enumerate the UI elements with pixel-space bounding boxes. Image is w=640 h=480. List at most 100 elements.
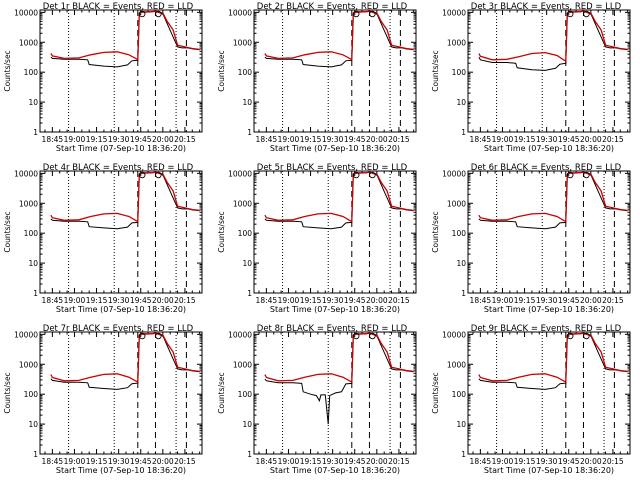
plot-frame (39, 331, 203, 455)
detector-plot-5: Det 5r BLACK = Events, RED = LLD 1 10 100 10… (217, 163, 417, 314)
x-axis-label: Start Time (07-Sep-10 18:36:20) (270, 466, 400, 475)
x-tick-label: 18:45 (470, 296, 492, 305)
y-tick-label: 100 (238, 229, 253, 238)
y-tick-label: 10000 (228, 8, 252, 17)
plot-title: Det 5r BLACK = Events, RED = LLD (257, 163, 408, 173)
y-axis-label: Counts/sec (3, 50, 12, 91)
saturation-marker (583, 332, 590, 340)
y-tick-label: 1 (461, 128, 466, 137)
lld-series-line (478, 171, 628, 223)
x-tick-label: 19:15 (86, 296, 108, 305)
x-tick-label: 18:45 (42, 135, 64, 144)
x-tick-label: 19:30 (536, 296, 558, 305)
y-tick-label: 10000 (14, 330, 38, 339)
y-tick-label: 10000 (442, 330, 466, 339)
x-axis-label: Start Time (07-Sep-10 18:36:20) (270, 144, 400, 153)
detector-plot-4: Det 4r BLACK = Events, RED = LLD 1 10 100 10… (3, 163, 203, 314)
saturation-marker (155, 332, 162, 340)
x-tick-label: 19:00 (64, 457, 86, 466)
saturation-marker (138, 332, 146, 340)
saturation-marker (138, 171, 146, 179)
events-series-line (264, 332, 414, 425)
x-axis-label: Start Time (07-Sep-10 18:36:20) (484, 466, 614, 475)
detector-plot-7: Det 7r BLACK = Events, RED = LLD 1 10 100 10… (3, 324, 203, 475)
x-axis-label: Start Time (07-Sep-10 18:36:20) (56, 466, 186, 475)
x-tick-label: 19:00 (492, 457, 514, 466)
lld-series-line (50, 10, 200, 61)
x-tick-label: 19:45 (558, 296, 580, 305)
detector-plot-2: Det 2r BLACK = Events, RED = LLD 1 10 100 10… (217, 2, 417, 153)
x-tick-label: 19:45 (130, 135, 152, 144)
y-tick-label: 1 (33, 128, 38, 137)
x-tick-label: 19:30 (322, 135, 344, 144)
y-tick-label: 10000 (228, 169, 252, 178)
y-tick-label: 10 (28, 420, 38, 429)
saturation-marker (352, 171, 360, 179)
y-tick-label: 1 (247, 289, 252, 298)
lld-series-line (50, 171, 200, 223)
plot-title: Det 9r BLACK = Events, RED = LLD (471, 324, 622, 334)
plot-title: Det 4r BLACK = Events, RED = LLD (43, 163, 194, 173)
x-tick-label: 20:00 (580, 457, 602, 466)
y-tick-label: 100 (452, 390, 467, 399)
x-tick-label: 19:45 (130, 457, 152, 466)
y-tick-label: 1 (247, 450, 252, 459)
y-axis-label: Counts/sec (217, 50, 226, 91)
detector-plot-1: Det 1r BLACK = Events, RED = LLD 1 10 100 10… (3, 2, 203, 153)
x-tick-label: 18:45 (256, 296, 278, 305)
y-tick-label: 10000 (442, 8, 466, 17)
x-tick-label: 20:15 (602, 296, 624, 305)
x-axis-label: Start Time (07-Sep-10 18:36:20) (56, 305, 186, 314)
plot-title: Det 2r BLACK = Events, RED = LLD (257, 2, 408, 12)
y-axis-label: Counts/sec (3, 211, 12, 252)
y-axis-label: Counts/sec (217, 372, 226, 413)
x-tick-label: 20:00 (152, 457, 174, 466)
x-tick-label: 18:45 (256, 135, 278, 144)
y-tick-label: 100 (24, 68, 39, 77)
saturation-marker (566, 332, 574, 340)
y-tick-label: 100 (238, 68, 253, 77)
x-tick-label: 19:00 (278, 135, 300, 144)
x-tick-label: 19:15 (86, 135, 108, 144)
x-tick-label: 19:15 (300, 457, 322, 466)
x-tick-label: 19:00 (64, 296, 86, 305)
lld-series-line (264, 10, 414, 61)
y-tick-label: 10000 (228, 330, 252, 339)
saturation-marker (369, 10, 376, 18)
plot-title: Det 1r BLACK = Events, RED = LLD (43, 2, 194, 12)
y-tick-label: 100 (24, 390, 39, 399)
detector-plot-9: Det 9r BLACK = Events, RED = LLD 1 10 100 10… (431, 324, 631, 475)
x-tick-label: 19:00 (492, 135, 514, 144)
events-series-line (478, 10, 628, 71)
y-tick-label: 10 (456, 259, 466, 268)
y-axis-label: Counts/sec (217, 211, 226, 252)
x-tick-label: 19:45 (344, 135, 366, 144)
x-tick-label: 18:45 (470, 457, 492, 466)
plot-frame (253, 9, 417, 133)
x-tick-label: 19:15 (514, 457, 536, 466)
y-tick-label: 10000 (14, 169, 38, 178)
x-tick-label: 19:15 (514, 135, 536, 144)
saturation-marker (566, 171, 574, 179)
x-tick-label: 19:00 (64, 135, 86, 144)
y-tick-label: 1000 (233, 199, 252, 208)
y-tick-label: 100 (24, 229, 39, 238)
y-tick-label: 1000 (447, 360, 466, 369)
y-tick-label: 100 (238, 390, 253, 399)
x-tick-label: 19:00 (492, 296, 514, 305)
lld-series-line (264, 171, 414, 223)
saturation-marker (566, 10, 574, 18)
plot-title: Det 8r BLACK = Events, RED = LLD (257, 324, 408, 334)
y-tick-label: 1000 (19, 38, 38, 47)
plot-frame (39, 170, 203, 294)
saturation-marker (352, 10, 360, 18)
y-tick-label: 1000 (233, 38, 252, 47)
x-axis-label: Start Time (07-Sep-10 18:36:20) (270, 305, 400, 314)
x-tick-label: 20:15 (388, 135, 410, 144)
x-tick-label: 19:30 (322, 296, 344, 305)
saturation-marker (583, 171, 590, 179)
saturation-marker (155, 171, 162, 179)
y-tick-label: 10 (456, 98, 466, 107)
x-tick-label: 20:00 (580, 296, 602, 305)
x-tick-label: 19:30 (536, 457, 558, 466)
